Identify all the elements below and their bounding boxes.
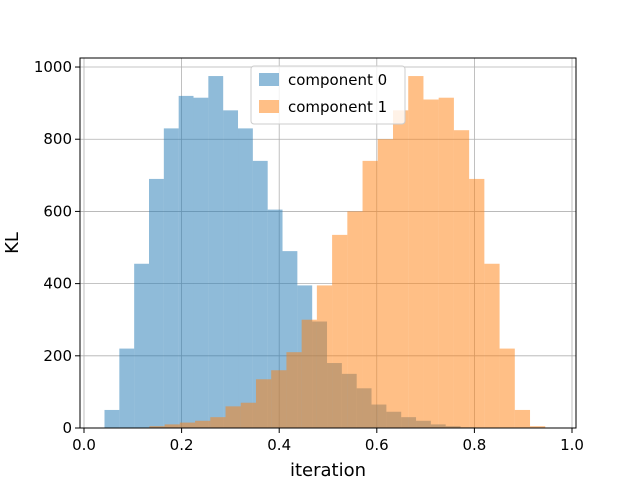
plot-frame [79,57,577,429]
y-tick-label: 1000 [34,58,72,76]
histogram-bar [119,348,135,428]
histogram-bar [514,409,531,428]
bars [104,76,546,429]
legend-swatch-component-1 [259,100,279,113]
histogram-bar [225,406,241,428]
histogram-bar [179,422,196,428]
histogram-bar [238,128,253,428]
legend-label-component-0: component 0 [288,71,387,89]
legend-label-component-1: component 1 [288,98,387,116]
histogram-bar [423,99,439,428]
histogram-bar [193,97,209,429]
histogram-bar [149,178,164,428]
y-axis-label: KL [2,232,23,254]
y-tick-label: 600 [43,202,72,220]
histogram-bar [499,348,515,428]
histogram-bar [469,178,485,428]
histogram-bar [149,426,165,428]
histogram-bar [178,95,194,428]
histogram-bar [240,402,256,428]
histogram-bar [210,417,226,428]
x-tick-label: 0.6 [365,436,389,454]
histogram-bar [164,424,180,428]
histogram-bar [163,128,179,428]
histogram-bar [252,160,268,428]
x-tick-label: 0.2 [170,436,194,454]
histogram-bar [255,379,272,428]
histogram-bar [362,160,378,428]
legend-swatch-component-0 [259,73,279,86]
histogram-bar [104,409,120,428]
histogram-bar [377,139,394,428]
ticks: 0.0 0.2 0.4 0.6 0.8 1.0 0 200 400 600 800 1000 [34,58,584,454]
y-tick-label: 200 [43,347,72,365]
histogram-bar [208,76,224,429]
histogram-bar [316,285,333,428]
histogram-bar [438,97,454,429]
x-tick-label: 0.4 [267,436,291,454]
x-axis-label: iteration [290,460,366,480]
histogram-bar [195,420,211,428]
y-tick-label: 0 [62,419,72,437]
histogram-bar [530,426,546,428]
histogram-bar [393,110,409,428]
histogram-bar [223,110,239,428]
y-tick-label: 800 [43,130,72,148]
histogram-bar [271,370,287,428]
series-1-bars [149,76,546,429]
x-tick-label: 1.0 [560,436,584,454]
histogram-bar [301,319,317,428]
x-tick-label: 0.8 [462,436,486,454]
histogram-bar [134,263,150,428]
legend: component 0 component 1 [250,65,406,125]
histogram-bar [484,263,500,428]
histogram-bar [453,130,470,428]
histogram-bar [332,234,348,428]
histogram-bar [408,76,424,429]
histogram-bar [286,352,302,428]
y-tick-label: 400 [43,275,72,293]
legend-box [250,65,406,125]
x-tick-label: 0.0 [72,436,96,454]
histogram-bar [347,211,363,428]
